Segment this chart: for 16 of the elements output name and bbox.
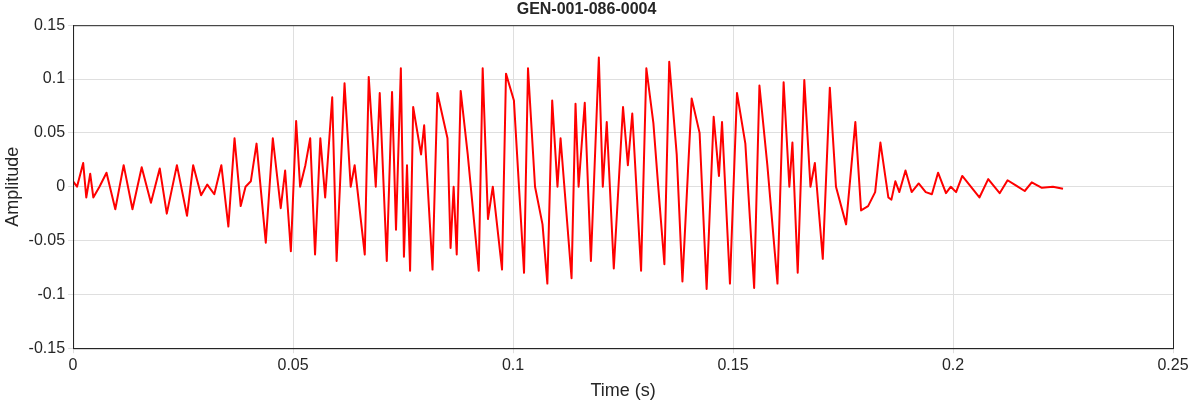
y-tick-label: 0.15 — [33, 15, 66, 33]
x-axis-title: Time (s) — [590, 380, 656, 401]
y-tick-label: -0.1 — [37, 284, 66, 302]
y-tick-label: 0.1 — [42, 69, 66, 87]
y-tick-label: -0.15 — [28, 338, 66, 356]
x-tick-label: 0.25 — [1157, 356, 1189, 374]
x-tick-label: 0.05 — [277, 356, 309, 374]
x-tick-label: 0 — [68, 356, 78, 374]
x-tick-label: 0.15 — [717, 356, 749, 374]
y-axis-title: Amplitude — [1, 146, 22, 227]
y-tick-label: 0.05 — [33, 123, 66, 141]
x-tick-label: 0.2 — [941, 356, 965, 374]
y-tick-label: -0.05 — [28, 230, 66, 248]
x-tick-label: 0.1 — [501, 356, 525, 374]
y-tick-label: 0 — [56, 177, 66, 195]
chart-title: GEN-001-086-0004 — [516, 0, 657, 18]
